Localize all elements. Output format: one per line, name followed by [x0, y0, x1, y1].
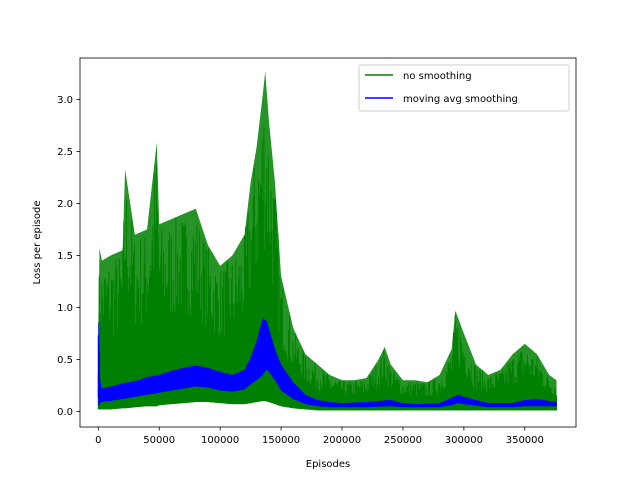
y-tick-label: 0.5: [57, 355, 73, 366]
x-tick-label: 350000: [506, 435, 544, 446]
y-axis-label: Loss per episode: [32, 200, 43, 284]
y-axis: 0.0 0.5 1.0 1.5 2.0 2.5 3.0: [57, 95, 80, 418]
x-axis-label: Episodes: [306, 459, 350, 470]
legend-label-no-smoothing: no smoothing: [403, 71, 472, 82]
y-tick-label: 3.0: [57, 95, 73, 106]
legend: no smoothing moving avg smoothing: [358, 64, 570, 112]
x-tick-label: 100000: [201, 435, 239, 446]
x-tick-label: 0: [95, 435, 101, 446]
y-tick-label: 2.0: [57, 199, 73, 210]
legend-label-moving-avg: moving avg smoothing: [403, 94, 518, 105]
x-axis: 0 50000 100000 150000 200000 250000 300000 3500…: [95, 427, 544, 446]
x-tick-label: 150000: [262, 435, 300, 446]
x-tick-label: 200000: [323, 435, 361, 446]
y-tick-label: 1.0: [57, 303, 73, 314]
axes-frame: [79, 57, 577, 428]
x-tick-label: 250000: [384, 435, 422, 446]
legend-frame: [358, 64, 570, 112]
plot-area: [97, 71, 557, 411]
y-tick-label: 1.5: [57, 251, 73, 262]
x-tick-label: 300000: [445, 435, 483, 446]
y-tick-label: 2.5: [57, 147, 73, 158]
y-tick-label: 0.0: [57, 407, 73, 418]
series-line-1: [97, 323, 557, 408]
x-tick-label: 50000: [143, 435, 175, 446]
